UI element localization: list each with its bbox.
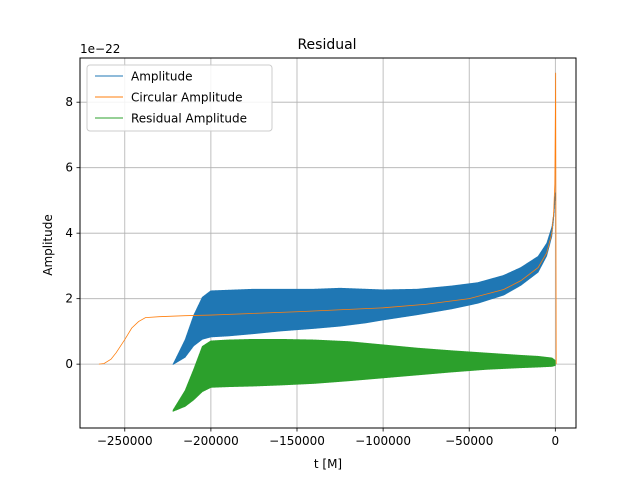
legend: Amplitude Circular Amplitude Residual Ampl…	[86, 64, 273, 132]
legend-label: Amplitude	[131, 70, 193, 84]
y-tick-label: 4	[65, 226, 73, 240]
chart-title: Residual	[297, 37, 356, 53]
legend-label: Residual Amplitude	[131, 112, 247, 126]
legend-box	[86, 64, 273, 132]
x-tick-label: −200000	[183, 434, 239, 448]
x-tick-label: −150000	[269, 434, 325, 448]
y-tick-label: 6	[65, 161, 73, 175]
axis-ticks: −250000 −200000 −150000 −100000 −50000 0 0 2 4 6 8	[65, 95, 559, 448]
x-tick-label: −100000	[355, 434, 411, 448]
x-tick-label: 0	[552, 434, 560, 448]
plot-series	[98, 72, 557, 412]
x-axis-label: t [M]	[314, 457, 342, 471]
y-tick-label: 0	[65, 357, 73, 371]
y-tick-label: 8	[65, 95, 73, 109]
plot-frame	[79, 57, 577, 429]
x-tick-label: −250000	[97, 434, 153, 448]
y-tick-label: 2	[65, 292, 73, 306]
y-axis-label: Amplitude	[41, 214, 55, 276]
series-circular-amplitude	[98, 72, 557, 365]
y-scale-label: 1e−22	[80, 42, 120, 56]
series-residual-amplitude	[172, 338, 556, 412]
legend-label: Circular Amplitude	[131, 91, 243, 105]
series-amplitude	[172, 192, 556, 365]
x-tick-label: −50000	[445, 434, 493, 448]
